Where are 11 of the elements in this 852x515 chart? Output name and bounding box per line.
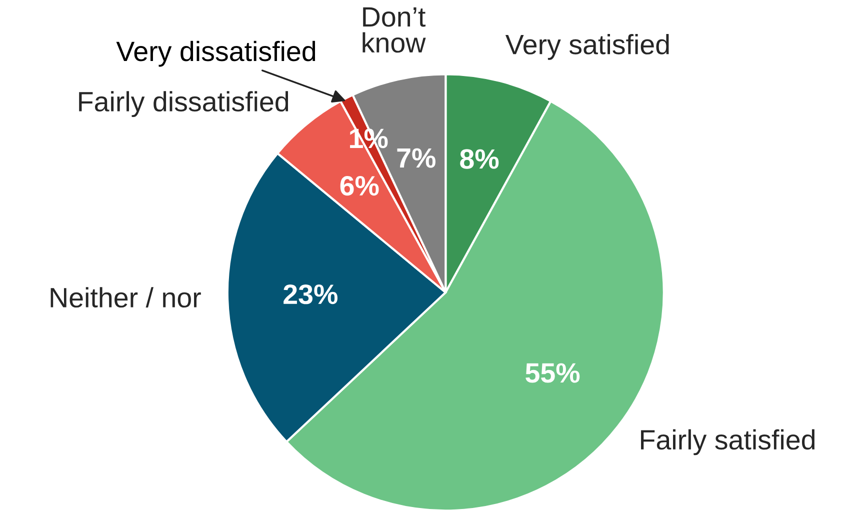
slice-label: Very dissatisfied	[116, 40, 316, 67]
data-label: 55%	[526, 363, 580, 383]
data-label: 8%	[460, 149, 499, 169]
slice-label: Very satisfied	[505, 34, 669, 60]
data-label: 6%	[340, 176, 379, 196]
slice-label: Neither / nor	[50, 287, 201, 308]
slice-label: Fairly dissatisfied	[79, 91, 288, 118]
data-label: 23%	[284, 284, 338, 304]
slice-label: Fairly satisfied	[641, 429, 814, 456]
data-label: 7%	[397, 148, 436, 168]
slice-label: Don’t know	[362, 7, 426, 53]
